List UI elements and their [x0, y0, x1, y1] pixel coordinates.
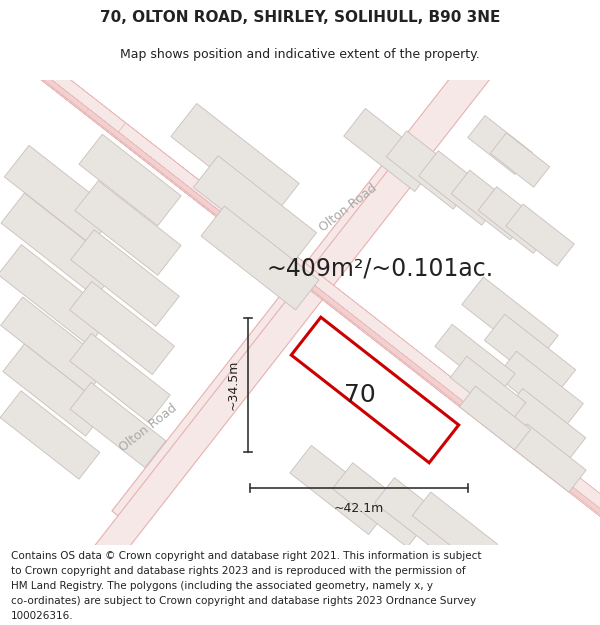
Text: ~409m²/~0.101ac.: ~409m²/~0.101ac. [266, 256, 494, 280]
Polygon shape [435, 324, 515, 396]
Polygon shape [490, 133, 550, 187]
Polygon shape [451, 170, 529, 240]
Polygon shape [0, 0, 567, 482]
Polygon shape [0, 244, 112, 346]
Text: ~34.5m: ~34.5m [227, 360, 240, 410]
Polygon shape [374, 478, 466, 558]
Polygon shape [0, 35, 600, 531]
Text: HM Land Registry. The polygons (including the associated geometry, namely x, y: HM Land Registry. The polygons (includin… [11, 581, 433, 591]
Polygon shape [484, 314, 575, 396]
Polygon shape [506, 204, 574, 266]
Polygon shape [112, 0, 568, 531]
Polygon shape [4, 146, 116, 244]
Polygon shape [0, 0, 577, 494]
Polygon shape [332, 462, 428, 548]
Text: to Crown copyright and database rights 2023 and is reproduced with the permissio: to Crown copyright and database rights 2… [11, 566, 466, 576]
Polygon shape [20, 49, 600, 556]
Polygon shape [504, 389, 586, 461]
Polygon shape [193, 156, 317, 264]
Polygon shape [344, 109, 436, 191]
Polygon shape [412, 492, 498, 568]
Text: Contains OS data © Crown copyright and database right 2021. This information is : Contains OS data © Crown copyright and d… [11, 551, 481, 561]
Polygon shape [201, 206, 319, 310]
Text: 100026316.: 100026316. [11, 611, 73, 621]
Polygon shape [70, 333, 170, 422]
Polygon shape [468, 116, 532, 174]
Polygon shape [79, 134, 181, 226]
Polygon shape [0, 0, 435, 384]
Polygon shape [171, 103, 299, 217]
Polygon shape [419, 151, 502, 225]
Text: co-ordinates) are subject to Crown copyright and database rights 2023 Ordnance S: co-ordinates) are subject to Crown copyr… [11, 596, 476, 606]
Polygon shape [71, 230, 179, 326]
Polygon shape [0, 0, 341, 310]
Polygon shape [0, 0, 472, 408]
Polygon shape [75, 181, 181, 275]
Polygon shape [0, 0, 530, 458]
Polygon shape [291, 318, 459, 462]
Polygon shape [0, 0, 482, 421]
Polygon shape [0, 0, 378, 334]
Text: Map shows position and indicative extent of the property.: Map shows position and indicative extent… [120, 48, 480, 61]
Polygon shape [115, 123, 600, 625]
Polygon shape [0, 391, 100, 479]
Polygon shape [0, 156, 422, 625]
Polygon shape [1, 297, 109, 393]
Polygon shape [462, 277, 558, 363]
Polygon shape [460, 386, 530, 450]
Text: Olton Road: Olton Road [317, 181, 379, 234]
Polygon shape [0, 0, 388, 347]
Polygon shape [386, 131, 473, 209]
Text: Olton Road: Olton Road [116, 401, 179, 454]
Polygon shape [0, 0, 283, 260]
Polygon shape [70, 382, 166, 468]
Polygon shape [38, 72, 600, 568]
Polygon shape [3, 344, 107, 436]
Polygon shape [478, 187, 552, 253]
Polygon shape [290, 446, 390, 534]
Polygon shape [450, 356, 526, 424]
Polygon shape [70, 281, 175, 374]
Text: ~42.1m: ~42.1m [334, 502, 384, 515]
Text: 70: 70 [344, 383, 376, 407]
Polygon shape [1, 193, 119, 297]
Polygon shape [85, 109, 600, 605]
Text: 70, OLTON ROAD, SHIRLEY, SOLIHULL, B90 3NE: 70, OLTON ROAD, SHIRLEY, SOLIHULL, B90 3… [100, 10, 500, 25]
Polygon shape [497, 351, 583, 429]
Polygon shape [510, 424, 586, 492]
